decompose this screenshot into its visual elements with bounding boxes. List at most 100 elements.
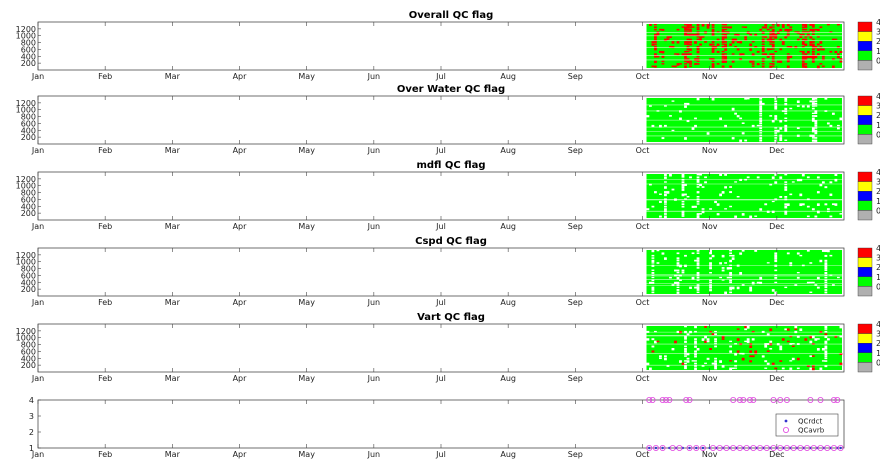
colorbar-swatch-4-1 — [857, 333, 873, 344]
heatmap-cell — [784, 129, 788, 132]
heatmap-cell — [739, 58, 743, 61]
heatmap-cell — [744, 38, 748, 41]
heatmap-cell — [691, 276, 695, 280]
heatmap-cell — [739, 117, 743, 120]
heatmap-cell — [689, 28, 692, 32]
y-tick-label-3-2: 800 — [21, 265, 36, 274]
heatmap-cell — [711, 65, 715, 68]
heatmap-cell — [826, 208, 830, 210]
heatmap-cell — [784, 124, 788, 128]
point-QCavrb — [666, 396, 673, 403]
heatmap-cell — [709, 289, 712, 292]
heatmap-cell — [654, 330, 657, 333]
heatmap-cell — [699, 183, 702, 187]
heatmap-cell — [709, 286, 712, 289]
heatmap-cell — [654, 41, 657, 44]
heatmap-cell — [724, 60, 728, 63]
heatmap-cell — [704, 181, 707, 184]
x-tick-label-1-7: Aug — [500, 146, 516, 155]
heatmap-cell — [836, 276, 840, 279]
heatmap-cell — [829, 124, 833, 127]
heatmap-cell — [806, 365, 810, 367]
heatmap-cell — [741, 26, 745, 28]
panel-title-4: Vart QC flag — [417, 312, 485, 323]
x-tick-label-0-6: Jul — [435, 72, 446, 81]
heatmap-cell — [779, 348, 783, 351]
heatmap-cell — [749, 48, 753, 51]
y-tick-label-2-2: 800 — [21, 189, 36, 198]
heatmap-cell — [746, 340, 750, 343]
point-QCavrb — [834, 396, 841, 403]
heatmap-cell — [721, 28, 725, 32]
heatmap-cell — [649, 367, 652, 370]
heatmap-cell — [694, 63, 697, 65]
heatmap-cell — [709, 267, 712, 270]
heatmap-cell — [724, 26, 728, 28]
heatmap-cell — [659, 124, 662, 128]
heatmap-cell — [769, 328, 773, 332]
heatmap-cell — [754, 33, 758, 36]
heatmap-cell — [814, 139, 818, 142]
heatmap-cell — [696, 63, 700, 65]
y-tick-label-0-5: 200 — [21, 59, 36, 68]
heatmap-cell — [649, 105, 652, 107]
heatmap-cell — [806, 31, 810, 33]
heatmap-cell — [716, 63, 720, 65]
heatmap-cell — [721, 46, 725, 48]
heatmap-cell — [729, 186, 733, 188]
heatmap-cell — [729, 360, 733, 362]
heatmap-cell — [774, 115, 778, 118]
point-QCavrb — [730, 444, 737, 451]
heatmap-cell — [784, 210, 788, 214]
heatmap-cell — [729, 289, 733, 291]
heatmap-cell — [824, 352, 828, 356]
y-tick-label-0-3: 600 — [21, 45, 36, 54]
point-QCrdct — [839, 446, 842, 450]
heatmap-cell — [711, 333, 715, 336]
heatmap-cell — [661, 252, 665, 255]
heatmap-cell — [681, 183, 685, 187]
panel-title-2: mdfl QC flag — [416, 160, 485, 171]
heatmap-cell — [819, 46, 823, 48]
heatmap-cell — [751, 60, 755, 63]
point-QCavrb — [750, 396, 757, 403]
heatmap-cell — [654, 36, 657, 39]
heatmap-cell — [661, 137, 665, 140]
heatmap-cell — [814, 55, 818, 59]
heatmap-cell — [829, 215, 833, 218]
colorbar-tick-1-2: 2 — [876, 111, 880, 120]
y-tick-label-4-2: 800 — [21, 341, 36, 350]
x-tick-label-0-7: Aug — [500, 72, 516, 81]
heatmap-cell — [764, 24, 768, 27]
heatmap-cell — [659, 28, 662, 31]
heatmap-cell — [714, 360, 717, 363]
heatmap-cell — [696, 284, 700, 287]
point-QCavrb — [710, 444, 717, 451]
heatmap-cell — [751, 338, 755, 341]
x-tick-label-2-7: Aug — [500, 222, 516, 231]
heatmap-cell — [821, 360, 825, 362]
heatmap-base — [646, 250, 842, 294]
heatmap-cell — [684, 362, 687, 365]
heatmap-cell — [646, 338, 650, 341]
heatmap-cell — [651, 272, 655, 274]
heatmap-cell — [696, 55, 700, 58]
heatmap-cell — [814, 105, 818, 107]
heatmap-cell — [711, 50, 715, 53]
heatmap-cell — [676, 289, 680, 291]
heatmap-cell — [719, 360, 722, 363]
heatmap-cell — [771, 48, 775, 50]
heatmap-cell — [754, 250, 758, 252]
heatmap-cell — [821, 58, 825, 61]
x-tick-label-4-3: Apr — [233, 374, 248, 383]
point-QCrdct — [654, 446, 658, 450]
heatmap-cell — [741, 250, 745, 252]
heatmap-cell — [761, 41, 765, 43]
heatmap-cell — [836, 53, 840, 56]
heatmap-cell — [724, 208, 728, 210]
heatmap-cell — [696, 46, 700, 49]
heatmap-cell — [721, 254, 725, 258]
heatmap-cell — [824, 326, 828, 329]
heatmap-cell — [834, 38, 838, 40]
x-tick-label-3-3: Apr — [233, 298, 248, 307]
